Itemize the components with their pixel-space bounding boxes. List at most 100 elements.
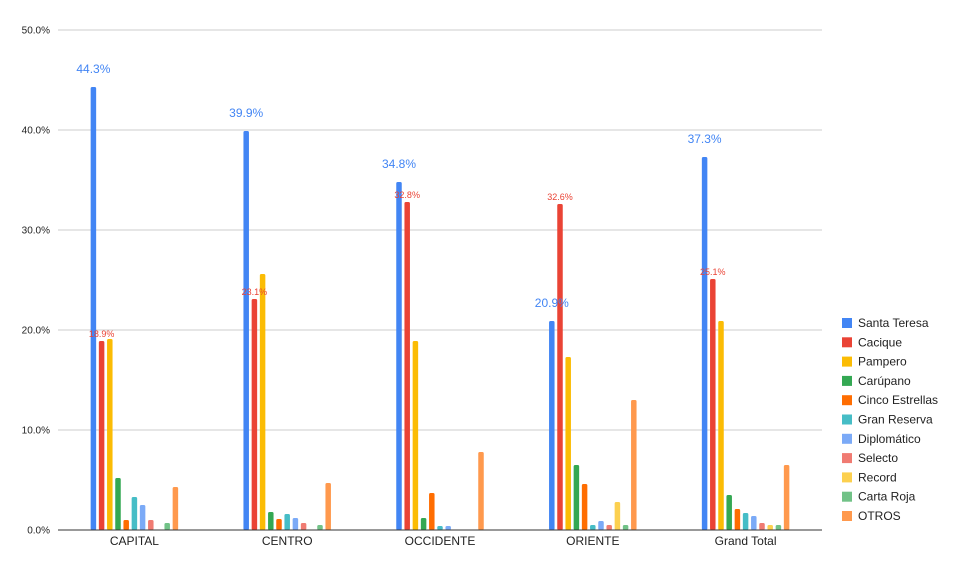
data-label: 32.6%: [547, 192, 573, 202]
bar-cinco-estrellas-capital[interactable]: [123, 520, 129, 530]
legend: Santa Teresa Cacique Pampero Carúpano Cinco …: [842, 316, 938, 523]
bar-car-pano-oriente[interactable]: [573, 465, 580, 530]
bar-gran-reserva-occidente[interactable]: [437, 526, 443, 530]
gridlines: [58, 29, 822, 431]
bar-diplom-tico-grand-total[interactable]: [751, 516, 757, 530]
bar-santa-teresa-grand-total[interactable]: [701, 157, 708, 530]
legend-item: Santa Teresa: [842, 316, 929, 330]
y-tick-label: 50.0%: [22, 26, 50, 37]
bar-cinco-estrellas-centro[interactable]: [276, 519, 282, 530]
bar-carta-roja-oriente[interactable]: [622, 525, 629, 530]
bar-diplom-tico-occidente[interactable]: [445, 526, 451, 530]
legend-swatch: [842, 375, 852, 386]
x-category-label: CENTRO: [262, 534, 313, 548]
bar-pampero-centro[interactable]: [259, 274, 266, 530]
bar-diplom-tico-capital[interactable]: [139, 505, 146, 530]
data-label: 32.8%: [394, 190, 420, 200]
bar-car-pano-occidente[interactable]: [420, 518, 427, 530]
data-label: 20.9%: [535, 296, 569, 310]
bar-gran-reserva-grand-total[interactable]: [742, 513, 749, 530]
legend-swatch: [842, 337, 852, 348]
bar-cinco-estrellas-grand-total[interactable]: [734, 509, 741, 530]
legend-label: Record: [858, 470, 897, 484]
legend-item: Cinco Estrellas: [842, 393, 938, 407]
legend-label: Selecto: [858, 451, 898, 465]
bar-carta-roja-capital[interactable]: [164, 523, 170, 530]
bar-cacique-oriente[interactable]: [557, 204, 563, 530]
x-axis: CAPITAL CENTRO OCCIDENTE ORIENTE Grand Total: [58, 529, 822, 548]
data-label: 18.9%: [89, 329, 115, 339]
legend-swatch: [842, 318, 852, 328]
bar-cacique-occidente[interactable]: [404, 202, 410, 530]
bar-otros-grand-total[interactable]: [783, 465, 790, 530]
y-axis: 0.0% 10.0% 20.0% 30.0% 40.0% 50.0%: [22, 26, 50, 537]
bar-santa-teresa-occidente[interactable]: [396, 182, 402, 530]
bar-otros-centro[interactable]: [325, 483, 331, 530]
legend-item: Record: [842, 470, 897, 484]
legend-item: OTROS: [842, 509, 901, 523]
y-tick-label: 40.0%: [22, 126, 50, 137]
bar-gran-reserva-capital[interactable]: [131, 497, 138, 530]
bars: [90, 87, 790, 530]
legend-swatch: [842, 453, 852, 464]
bar-gran-reserva-oriente[interactable]: [590, 525, 596, 530]
bar-cacique-centro[interactable]: [251, 299, 258, 530]
legend-label: OTROS: [858, 509, 901, 523]
data-label: 39.9%: [229, 106, 263, 120]
y-tick-label: 20.0%: [22, 326, 50, 337]
legend-item: Cacique: [842, 335, 902, 349]
legend-label: Gran Reserva: [858, 413, 933, 427]
bar-cinco-estrellas-oriente[interactable]: [581, 484, 588, 530]
legend-swatch: [842, 472, 852, 483]
bar-record-oriente[interactable]: [614, 502, 621, 530]
bar-cacique-grand-total[interactable]: [710, 279, 716, 530]
bar-diplom-tico-centro[interactable]: [292, 518, 299, 530]
legend-item: Pampero: [842, 355, 907, 369]
x-category-label: CAPITAL: [110, 534, 159, 548]
bar-pampero-oriente[interactable]: [565, 357, 571, 530]
data-label: 23.1%: [242, 287, 268, 297]
bar-otros-oriente[interactable]: [631, 400, 637, 530]
bar-record-grand-total[interactable]: [767, 525, 773, 530]
legend-swatch: [842, 511, 852, 521]
legend-swatch: [842, 491, 852, 502]
bar-otros-occidente[interactable]: [478, 452, 484, 530]
bar-diplom-tico-oriente[interactable]: [598, 521, 604, 530]
bar-santa-teresa-centro[interactable]: [243, 131, 249, 530]
y-tick-label: 10.0%: [22, 426, 50, 437]
bar-selecto-oriente[interactable]: [606, 525, 612, 530]
legend-label: Cinco Estrellas: [858, 393, 938, 407]
bar-pampero-grand-total[interactable]: [718, 321, 724, 530]
bar-carta-roja-centro[interactable]: [317, 525, 323, 530]
bar-santa-teresa-capital[interactable]: [90, 87, 97, 530]
bar-car-pano-grand-total[interactable]: [726, 495, 732, 530]
bar-santa-teresa-oriente[interactable]: [549, 321, 555, 530]
data-label: 34.8%: [382, 157, 416, 171]
bar-cinco-estrellas-occidente[interactable]: [429, 493, 435, 530]
legend-label: Diplomático: [858, 432, 921, 446]
bar-car-pano-centro[interactable]: [268, 512, 274, 530]
legend-label: Carta Roja: [858, 490, 916, 504]
bar-pampero-capital[interactable]: [107, 339, 113, 530]
data-label: 37.3%: [688, 132, 722, 146]
bar-cacique-capital[interactable]: [98, 341, 105, 530]
bar-selecto-capital[interactable]: [148, 520, 154, 530]
legend-item: Carúpano: [842, 374, 911, 388]
legend-label: Santa Teresa: [858, 316, 929, 330]
legend-swatch: [842, 433, 852, 444]
y-tick-label: 0.0%: [27, 526, 50, 537]
bar-selecto-grand-total[interactable]: [759, 523, 765, 530]
bar-carta-roja-grand-total[interactable]: [775, 525, 782, 530]
y-tick-label: 30.0%: [22, 226, 50, 237]
legend-label: Pampero: [858, 355, 907, 369]
legend-item: Gran Reserva: [842, 413, 933, 427]
data-label: 44.3%: [76, 62, 110, 76]
bar-car-pano-capital[interactable]: [115, 478, 121, 530]
bar-pampero-occidente[interactable]: [412, 341, 419, 530]
x-category-label: ORIENTE: [566, 534, 619, 548]
bar-gran-reserva-centro[interactable]: [284, 514, 290, 530]
bar-selecto-centro[interactable]: [300, 523, 307, 530]
bar-otros-capital[interactable]: [172, 487, 179, 530]
